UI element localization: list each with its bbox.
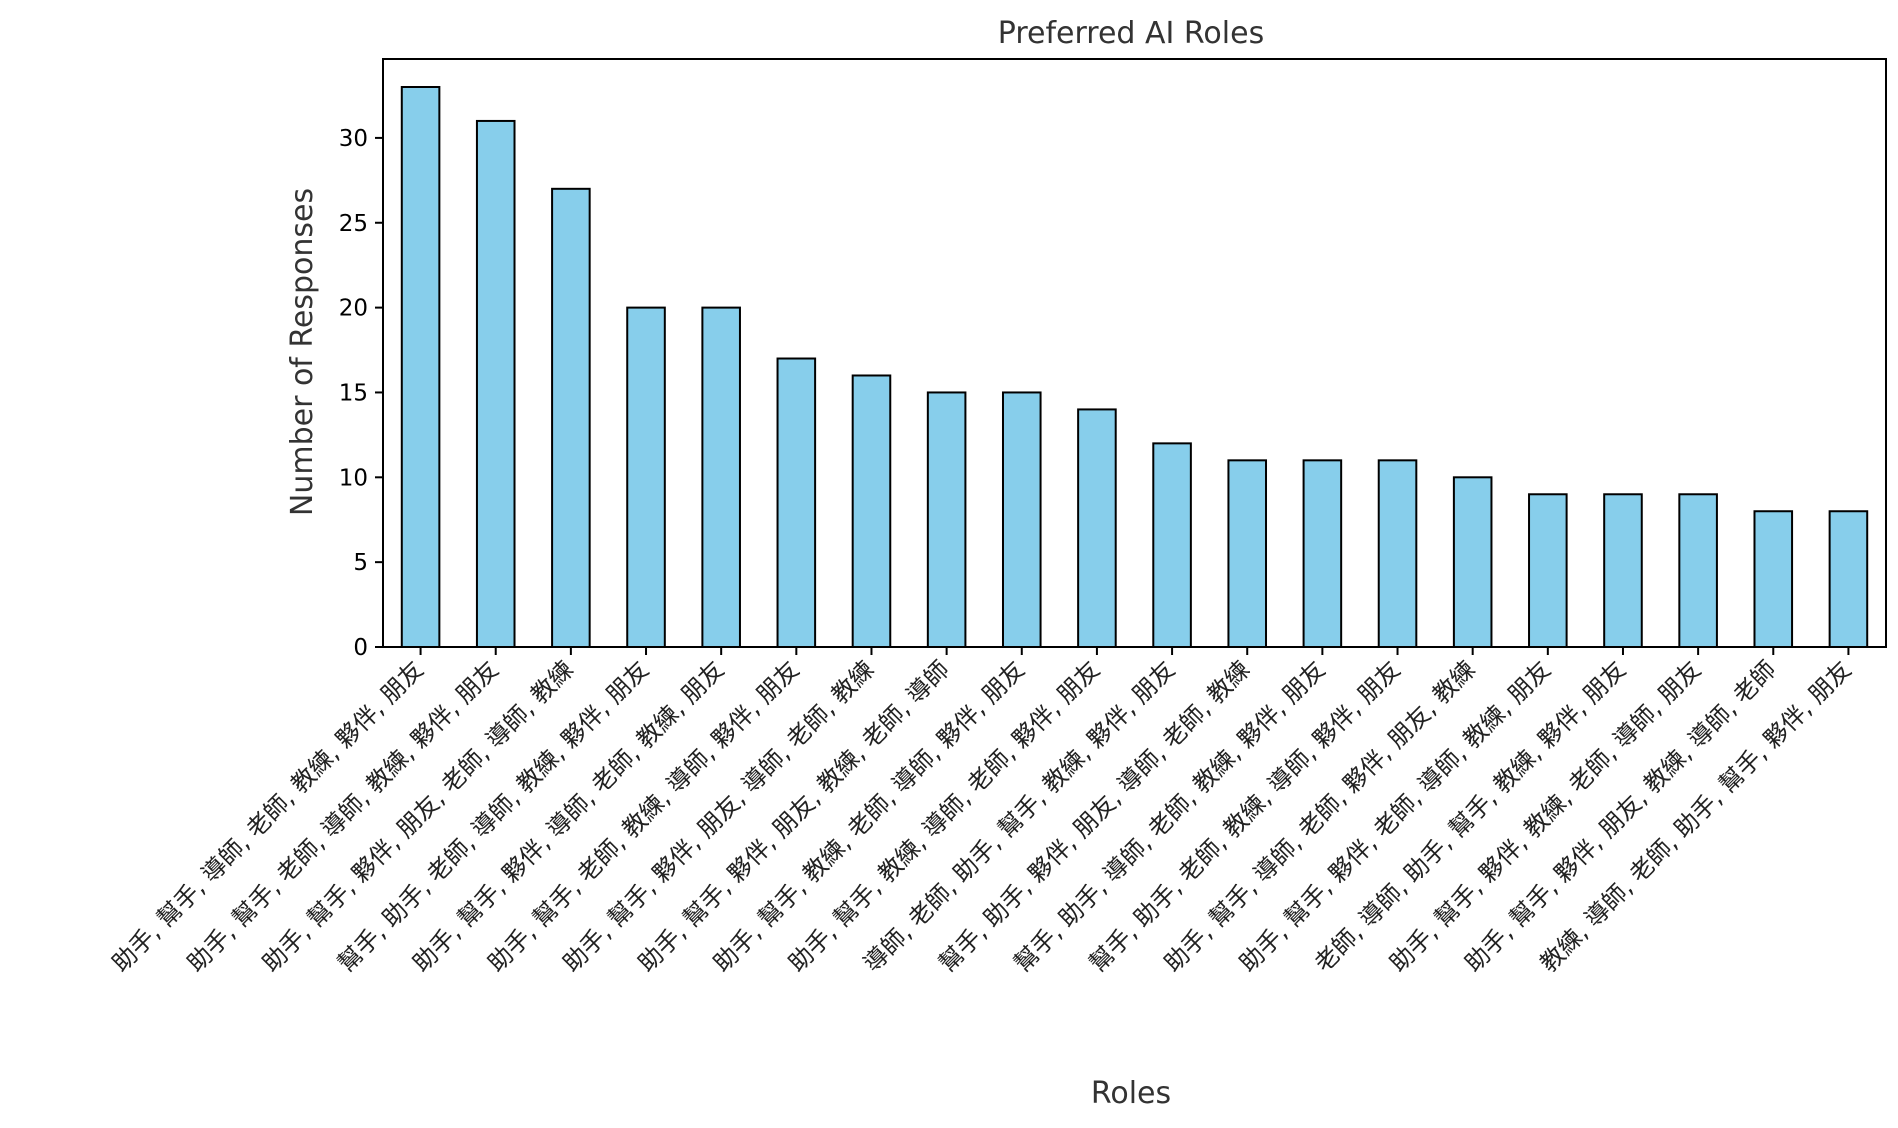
y-tick-label: 5 (353, 550, 368, 576)
chart-title: Preferred AI Roles (998, 16, 1264, 51)
bar (1227, 459, 1268, 649)
bar (1377, 459, 1418, 649)
bars-layer (400, 86, 1869, 649)
bar (1302, 459, 1343, 649)
bar (475, 119, 516, 648)
bar (400, 86, 441, 648)
bar (926, 391, 967, 649)
y-tick-label: 20 (339, 296, 368, 322)
bar (1753, 510, 1794, 648)
bar (1452, 476, 1493, 649)
bar (776, 357, 817, 648)
y-tick-label: 15 (339, 380, 368, 406)
bar (626, 306, 666, 648)
bar (1077, 408, 1117, 649)
y-tick-label: 0 (353, 635, 368, 661)
bar (1528, 493, 1568, 649)
y-axis-title: Number of Responses (285, 188, 320, 516)
y-tick-label: 25 (339, 211, 368, 237)
x-axis-title: Roles (1091, 1076, 1171, 1111)
y-tick-label: 10 (339, 465, 368, 491)
plot-frame (382, 58, 1887, 648)
y-tick-label: 30 (339, 126, 368, 152)
bar (1152, 442, 1192, 649)
bar (551, 187, 591, 648)
bar (851, 374, 892, 648)
bar (1001, 391, 1042, 649)
bar (1678, 493, 1718, 649)
y-axis: 0 5 10 15 20 25 30 (339, 126, 383, 661)
bar (1828, 510, 1869, 648)
bar (1603, 493, 1643, 649)
bar (701, 306, 741, 648)
